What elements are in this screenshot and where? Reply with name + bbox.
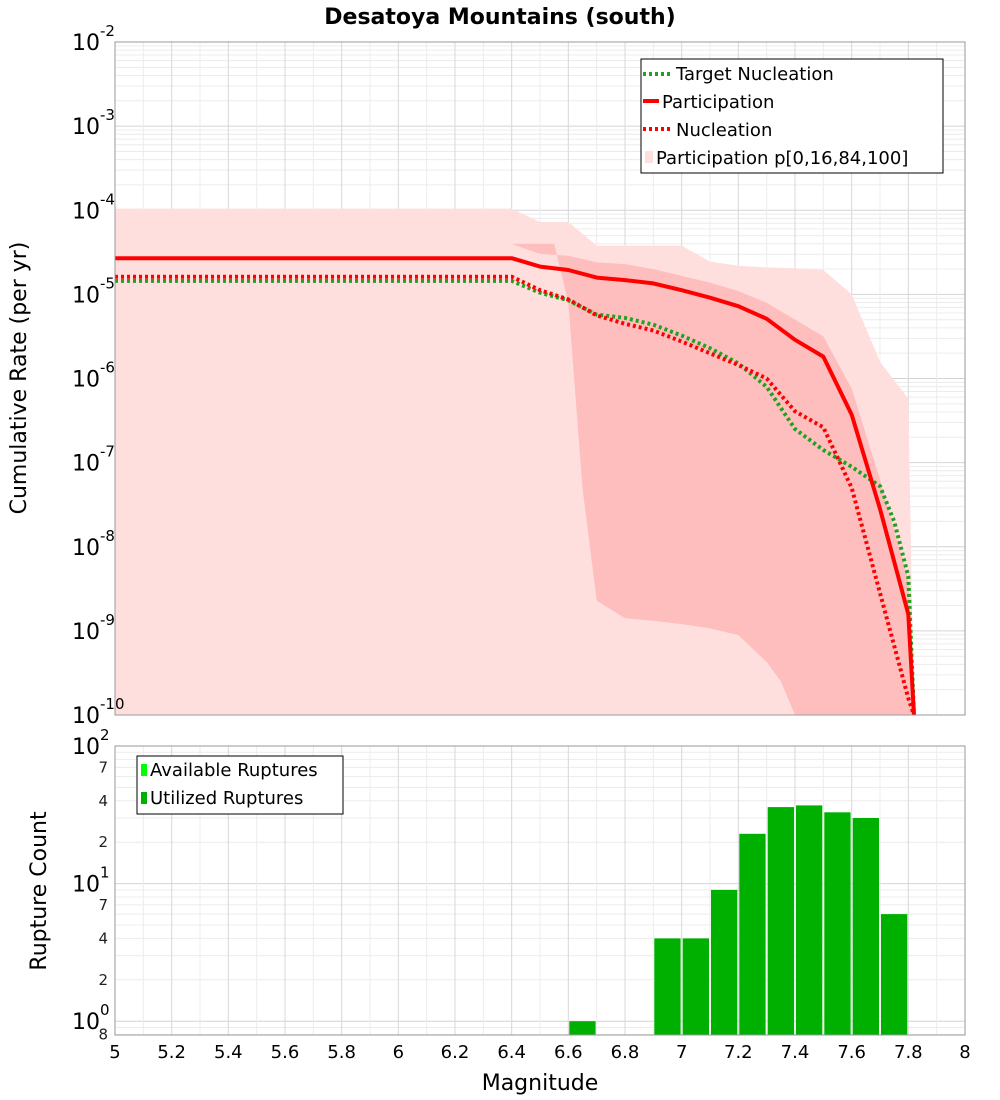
utilized-rupture-bar (739, 833, 766, 1035)
rate-y-tick-label: 10-9 (72, 611, 115, 645)
rate-y-tick-label: 10-3 (72, 106, 115, 140)
x-tick-label: 7.4 (781, 1042, 810, 1063)
series-participation (115, 256, 916, 716)
utilized-rupture-bar (569, 1021, 596, 1035)
chart-title: Desatoya Mountains (south) (324, 5, 675, 30)
rupture-y-minor-label: 2 (98, 971, 108, 989)
legend-participation-band-label: Participation p[0,16,84,100] (656, 148, 908, 169)
rupture-y-minor-label: 2 (98, 833, 108, 851)
rate-plot-frame (114, 41, 966, 716)
utilized-rupture-bar (796, 805, 823, 1035)
x-tick-label: 6 (393, 1042, 404, 1063)
rate-y-ticks: 10-2 10-3 10-4 10-5 10-6 10-7 10-8 10-9 10-10 (72, 22, 125, 729)
rupture-y-tick-label: 102 (72, 726, 110, 760)
x-tick-label: 5 (109, 1042, 120, 1063)
x-axis-ticks: 5 5.2 5.4 5.6 5.8 6 6.2 6.4 6.6 6.8 7 7.2 7.4 7.6 7.8 8 (109, 1042, 970, 1063)
rate-y-tick-label: 10-6 (72, 359, 115, 393)
rupture-y-minor-label: 4 (98, 929, 108, 947)
rate-y-tick-label: 10-10 (72, 695, 125, 729)
x-tick-label: 6.6 (554, 1042, 583, 1063)
rupture-y-minor-label: 7 (98, 896, 108, 914)
rupture-y-minor-label: 4 (98, 792, 108, 810)
rate-lines (115, 256, 916, 716)
x-tick-label: 6.2 (441, 1042, 470, 1063)
legend-available-label: Available Ruptures (150, 760, 318, 781)
legend-participation-label: Participation (662, 92, 774, 113)
rupture-legend-box (136, 755, 344, 815)
utilized-rupture-bar (881, 914, 908, 1035)
rate-panel: 10-2 10-3 10-4 10-5 10-6 10-7 10-8 10-9 10-10 Cu… (7, 22, 966, 729)
utilized-rupture-bar (711, 889, 738, 1035)
x-tick-label: 5.2 (157, 1042, 186, 1063)
rupture-y-tick-label: 100 (72, 1001, 110, 1035)
utilized-rupture-bar (824, 812, 851, 1035)
legend-available-swatch (141, 764, 147, 776)
rupture-count-panel: 102 101 100 7 4 2 7 4 2 8 Rupture Count Available… (27, 726, 966, 1044)
rate-legend: Target Nucleation Participation Nucleati… (640, 58, 944, 174)
rate-y-tick-label: 10-8 (72, 527, 115, 561)
utilized-rupture-bar (682, 938, 709, 1035)
rupture-y-axis-label: Rupture Count (27, 811, 52, 971)
utilized-rupture-bar (654, 938, 681, 1035)
legend-utilized-swatch (141, 792, 147, 804)
x-tick-label: 5.4 (214, 1042, 243, 1063)
legend-target-nucleation-label: Target Nucleation (675, 64, 834, 85)
x-tick-label: 7 (676, 1042, 687, 1063)
rupture-y-ticks: 102 101 100 7 4 2 7 4 2 8 (72, 726, 110, 1044)
rupture-bars (569, 805, 908, 1035)
rate-y-tick-label: 10-5 (72, 274, 115, 308)
rupture-plot-frame (114, 745, 966, 1036)
rate-bands (115, 208, 914, 715)
rate-y-tick-label: 10-7 (72, 443, 115, 477)
rupture-y-tick-label: 101 (72, 864, 110, 898)
rate-y-tick-label: 10-4 (72, 190, 115, 224)
x-tick-label: 7.2 (724, 1042, 753, 1063)
x-tick-label: 5.6 (271, 1042, 300, 1063)
x-tick-label: 8 (959, 1042, 970, 1063)
rate-y-tick-label: 10-2 (72, 22, 115, 56)
rupture-legend: Available Ruptures Utilized Ruptures (136, 755, 344, 815)
x-tick-label: 7.6 (837, 1042, 866, 1063)
x-tick-label: 5.8 (327, 1042, 356, 1063)
x-axis-label: Magnitude (482, 1071, 599, 1096)
legend-participation-band-swatch (645, 151, 653, 163)
series-target-nucleation (115, 278, 916, 716)
band-p16-p84 (115, 243, 914, 715)
rate-legend-box (640, 58, 944, 174)
legend-nucleation-label: Nucleation (676, 120, 772, 141)
legend-utilized-label: Utilized Ruptures (150, 788, 303, 809)
x-tick-label: 6.8 (611, 1042, 640, 1063)
x-tick-label: 6.4 (497, 1042, 526, 1063)
utilized-rupture-bar (767, 807, 794, 1035)
rupture-y-minor-label: 8 (98, 1026, 108, 1044)
rupture-y-minor-label: 7 (98, 758, 108, 776)
x-tick-label: 7.8 (894, 1042, 923, 1063)
utilized-rupture-bar (852, 818, 879, 1035)
rate-y-axis-label: Cumulative Rate (per yr) (7, 242, 32, 515)
